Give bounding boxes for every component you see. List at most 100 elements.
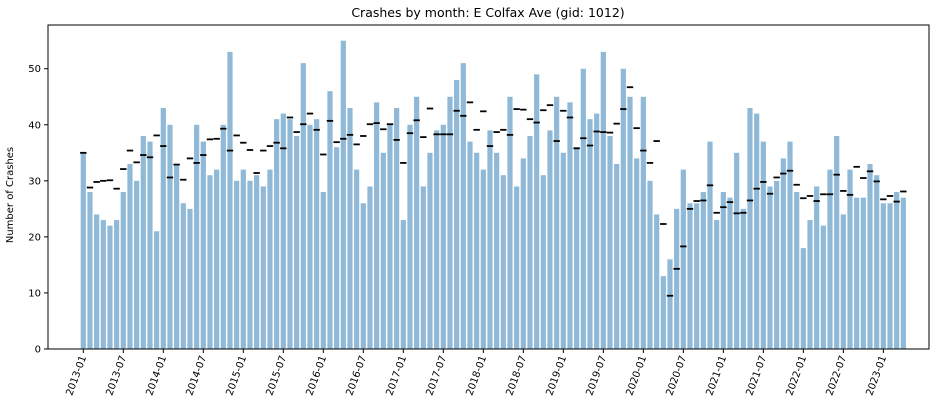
x-tick-label: 2020-01 — [625, 354, 650, 397]
bar — [534, 74, 540, 349]
x-tick-label: 2015-01 — [224, 354, 249, 397]
bar — [434, 130, 440, 349]
x-tick-label: 2016-07 — [345, 354, 370, 397]
bar — [480, 169, 486, 349]
y-tick-label: 50 — [28, 64, 41, 75]
x-tick-label: 2020-07 — [665, 354, 690, 397]
x-tick-label: 2022-07 — [825, 354, 850, 397]
bar — [874, 175, 880, 349]
x-tick-label: 2022-01 — [785, 354, 810, 397]
bar — [687, 203, 693, 349]
bar — [400, 220, 406, 349]
bar — [880, 203, 886, 349]
bar — [460, 63, 466, 349]
bar — [594, 113, 600, 349]
bar — [254, 175, 260, 349]
bar — [560, 152, 566, 349]
bar — [80, 152, 86, 349]
bar — [187, 208, 193, 349]
bar — [740, 208, 746, 349]
bar — [634, 158, 640, 349]
bar — [820, 225, 826, 349]
bar — [94, 214, 100, 349]
bar — [147, 141, 153, 349]
bar — [134, 180, 140, 349]
bar — [220, 124, 226, 349]
bar — [334, 147, 340, 349]
bar — [500, 175, 506, 349]
bar — [174, 164, 180, 349]
bar — [374, 102, 380, 349]
bar — [214, 169, 220, 349]
bar — [587, 119, 593, 350]
x-tick-label: 2018-01 — [465, 354, 490, 397]
bar — [440, 124, 446, 349]
x-axis: 2013-01 2013-07 2014-01 2014-07 2015-01 2015-… — [64, 349, 889, 397]
bar — [694, 203, 700, 349]
y-tick-label: 20 — [28, 232, 41, 243]
x-tick-label: 2017-07 — [425, 354, 450, 397]
bar — [314, 119, 320, 350]
bar — [100, 220, 106, 349]
bar — [567, 102, 573, 349]
x-tick-label: 2014-01 — [144, 354, 169, 397]
bar — [814, 186, 820, 349]
bar — [554, 96, 560, 350]
bar — [574, 147, 580, 349]
bar — [487, 130, 493, 349]
x-tick-label: 2019-07 — [585, 354, 610, 397]
bar — [300, 63, 306, 349]
y-tick-label: 10 — [28, 288, 41, 299]
bar — [787, 141, 793, 349]
bar — [280, 113, 286, 349]
bar — [154, 231, 160, 349]
bar — [107, 225, 113, 349]
bar — [900, 197, 906, 349]
bar — [727, 197, 733, 349]
plot-frame — [47, 24, 930, 350]
bar — [700, 192, 706, 349]
bar — [260, 186, 266, 349]
bar — [307, 124, 313, 349]
bar — [454, 79, 460, 349]
bar — [340, 40, 346, 350]
bar — [234, 180, 240, 349]
bar — [760, 141, 766, 349]
x-tick-label: 2013-07 — [104, 354, 129, 397]
bar — [407, 124, 413, 349]
y-tick-label: 0 — [35, 345, 41, 356]
bar — [840, 214, 846, 349]
bar — [507, 96, 513, 350]
y-tick-label: 30 — [28, 176, 41, 187]
bar — [680, 169, 686, 349]
bar — [654, 214, 660, 349]
bar — [87, 192, 93, 349]
bar — [347, 107, 353, 349]
bar — [854, 197, 860, 349]
bar — [720, 192, 726, 349]
bar — [194, 124, 200, 349]
bar — [207, 175, 213, 349]
bar — [827, 169, 833, 349]
bar — [860, 197, 866, 349]
bar — [834, 135, 840, 349]
bar — [774, 180, 780, 349]
bar — [120, 192, 126, 349]
bar — [274, 119, 280, 350]
y-axis: 0 10 20 30 40 50 — [28, 64, 48, 356]
bar — [127, 164, 133, 349]
bar — [360, 203, 366, 349]
y-tick-label: 40 — [28, 120, 41, 131]
bar — [320, 192, 326, 349]
bar — [780, 158, 786, 349]
bar — [767, 186, 773, 349]
bar — [614, 164, 620, 349]
bar — [627, 96, 633, 350]
bar — [474, 152, 480, 349]
bar — [267, 169, 273, 349]
bar — [847, 169, 853, 349]
bar — [734, 152, 740, 349]
expected-markers-group — [80, 86, 907, 297]
bar — [620, 68, 626, 350]
